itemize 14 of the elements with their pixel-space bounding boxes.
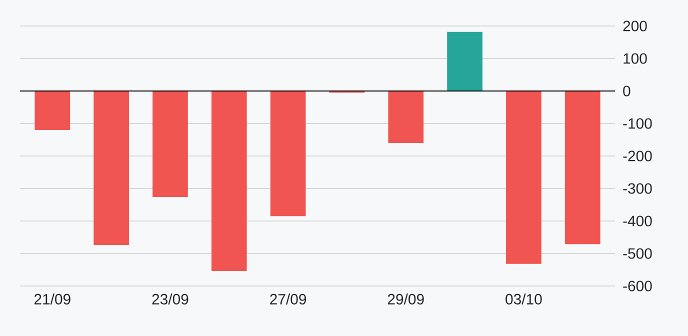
x-tick-label: 03/10 xyxy=(506,294,542,304)
x-tick-label: 23/09 xyxy=(152,294,188,304)
y-tick-label: -400 xyxy=(623,216,652,226)
x-tick-label: 29/09 xyxy=(388,294,424,304)
y-tick-label: -500 xyxy=(623,248,652,259)
x-tick-label: 27/09 xyxy=(270,294,306,304)
y-tick-label: -100 xyxy=(623,118,652,129)
x-tick-label: 21/09 xyxy=(34,294,70,304)
y-tick-label: 100 xyxy=(624,53,647,64)
y-tick-label: -300 xyxy=(623,183,652,194)
y-tick-label: -600 xyxy=(623,280,652,292)
y-tick-label: 200 xyxy=(623,20,647,32)
y-tick-label: -200 xyxy=(623,150,652,162)
y-tick-label: 0 xyxy=(623,86,630,96)
